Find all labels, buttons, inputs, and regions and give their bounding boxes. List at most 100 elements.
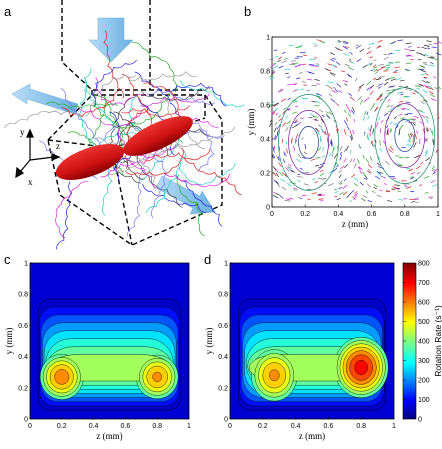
velocity-vector	[274, 167, 279, 173]
velocity-vector	[288, 163, 292, 167]
streamline	[117, 130, 177, 158]
velocity-vector	[273, 179, 278, 183]
velocity-vector	[388, 148, 393, 153]
velocity-vector	[385, 89, 391, 92]
velocity-vector	[376, 45, 382, 49]
streamline	[100, 162, 157, 189]
velocity-vector	[337, 145, 339, 150]
velocity-vector	[277, 183, 281, 188]
velocity-vector	[357, 86, 362, 92]
velocity-vector	[426, 128, 428, 133]
velocity-vector	[349, 158, 353, 163]
velocity-vector	[372, 64, 377, 68]
streamline	[142, 183, 207, 214]
velocity-vector	[325, 113, 331, 119]
velocity-vector	[299, 72, 303, 74]
velocity-vector	[350, 135, 353, 141]
velocity-vector	[340, 70, 346, 73]
velocity-vector	[354, 177, 359, 182]
velocity-vector	[336, 163, 339, 168]
panel-c-contour: 0 0.2 0.4 0.6 0.8 1 0 0.2 0.4 0.6 0.8 1 z (mm) y (mm)	[4, 261, 191, 442]
velocity-vector	[344, 46, 350, 48]
velocity-vector	[340, 165, 345, 170]
velocity-vector	[369, 90, 374, 96]
velocity-vector	[314, 165, 319, 167]
velocity-vector	[419, 121, 423, 124]
velocity-vector	[425, 115, 429, 119]
colorbar-tick-label: 800	[418, 261, 430, 268]
velocity-vector	[413, 197, 419, 200]
panel-label-c: c	[4, 252, 11, 267]
velocity-vector	[421, 46, 427, 50]
x-tick-label: 0.2	[57, 423, 67, 430]
velocity-vector	[428, 57, 434, 59]
vortex-loop	[374, 87, 436, 184]
streamline	[140, 93, 210, 108]
velocity-vector	[292, 145, 296, 152]
velocity-vector	[343, 129, 347, 135]
velocity-vector	[423, 44, 430, 47]
velocity-vector	[321, 155, 326, 159]
velocity-vector	[368, 42, 375, 45]
velocity-vector	[376, 97, 380, 101]
velocity-vector	[367, 164, 373, 169]
velocity-vector	[291, 138, 293, 144]
velocity-vector	[429, 91, 434, 95]
streamline	[77, 80, 95, 147]
velocity-vector	[410, 172, 416, 175]
velocity-vector	[339, 182, 343, 185]
velocity-vector	[368, 87, 373, 90]
velocity-vector	[277, 132, 279, 136]
velocity-vector	[369, 84, 375, 89]
y-tick-label: 0.6	[18, 323, 28, 330]
velocity-vector	[279, 88, 284, 93]
velocity-vector	[272, 65, 279, 70]
velocity-vector	[391, 52, 395, 55]
velocity-vector	[285, 148, 289, 154]
red-particle-left	[55, 143, 125, 181]
velocity-vector	[387, 52, 393, 55]
velocity-vector	[380, 119, 384, 124]
y-tick-label: 0.4	[260, 137, 270, 144]
vortex-loop	[298, 126, 319, 159]
velocity-vector	[329, 170, 333, 174]
velocity-vector	[282, 172, 287, 177]
contour-map-c	[30, 263, 189, 419]
velocity-vector	[431, 46, 437, 48]
velocity-vector	[293, 121, 298, 124]
streamlines	[4, 30, 245, 250]
velocity-vector	[372, 190, 376, 193]
velocity-vector	[394, 184, 400, 186]
velocity-vector	[415, 201, 419, 204]
velocity-vector	[299, 167, 304, 170]
velocity-vector	[366, 111, 369, 116]
velocity-vector	[389, 85, 396, 88]
velocity-vector	[413, 142, 417, 148]
velocity-vector	[269, 77, 275, 80]
velocity-vector	[322, 147, 325, 152]
velocity-vector	[329, 72, 336, 77]
velocity-vector	[269, 118, 273, 123]
velocity-vector	[302, 194, 307, 196]
velocity-vector	[321, 114, 325, 118]
velocity-vector	[314, 118, 319, 121]
velocity-vector	[282, 158, 286, 163]
velocity-vector	[313, 119, 317, 122]
velocity-vector	[373, 66, 378, 69]
velocity-vector	[383, 183, 388, 185]
velocity-vector	[396, 105, 401, 108]
velocity-vector	[405, 42, 412, 45]
velocity-vector	[433, 169, 438, 173]
velocity-vector	[376, 84, 381, 88]
velocity-vector	[377, 95, 382, 101]
velocity-vector	[381, 66, 386, 68]
velocity-vector	[387, 62, 394, 65]
velocity-vector	[405, 120, 411, 122]
velocity-vector	[428, 64, 435, 67]
velocity-vector	[369, 56, 373, 58]
velocity-vector	[333, 188, 338, 191]
velocity-vector	[366, 81, 372, 85]
velocity-vector	[328, 183, 334, 187]
velocity-vector	[418, 83, 423, 87]
velocity-vector	[346, 194, 351, 199]
